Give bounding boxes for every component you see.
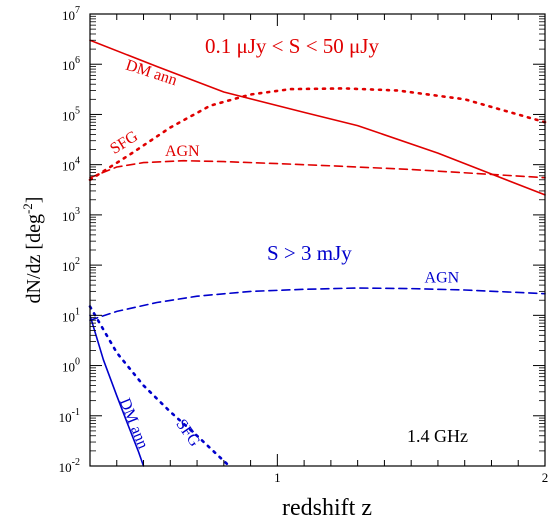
series-blue-sfg-line [88,305,231,468]
y-tick-label: 105 [62,105,80,123]
series-red-sfg-line [88,87,547,182]
series-label: AGN [425,270,460,287]
series-red-dm-ann-line [89,39,546,196]
x-tick-label: 2 [542,470,549,485]
series-label: DM ann [116,396,152,451]
y-tick-label: 101 [62,306,80,324]
y-tick-label: 10-1 [59,407,80,425]
y-tick-label: 106 [62,55,80,73]
series-blue-dm-ann-line [89,314,145,467]
series-red-agn-line [89,159,546,179]
y-axis-title: dN/dz [deg-2] [20,197,45,304]
x-axis-title: redshift z [282,495,372,521]
y-tick-label: 102 [62,256,80,274]
plot-frame [89,13,546,467]
series-label: AGN [165,143,200,160]
y-tick-label: 10-2 [59,457,80,475]
x-tick-label: 1 [274,470,281,485]
y-tick-label: 103 [62,206,80,224]
series-blue-agn-line [89,287,546,321]
y-tick-label: 104 [62,156,80,174]
annotation-red-flux-range: 0.1 μJy < S < 50 μJy [205,34,379,58]
y-tick-label: 107 [62,5,80,23]
annotation-blue-flux-cut: S > 3 mJy [267,241,352,265]
y-tick-label: 100 [62,357,80,375]
series-label: SFG [172,416,203,450]
series-label: DM ann [124,57,180,90]
annotation-frequency: 1.4 GHz [407,426,468,446]
series-label: SFG [107,128,141,158]
